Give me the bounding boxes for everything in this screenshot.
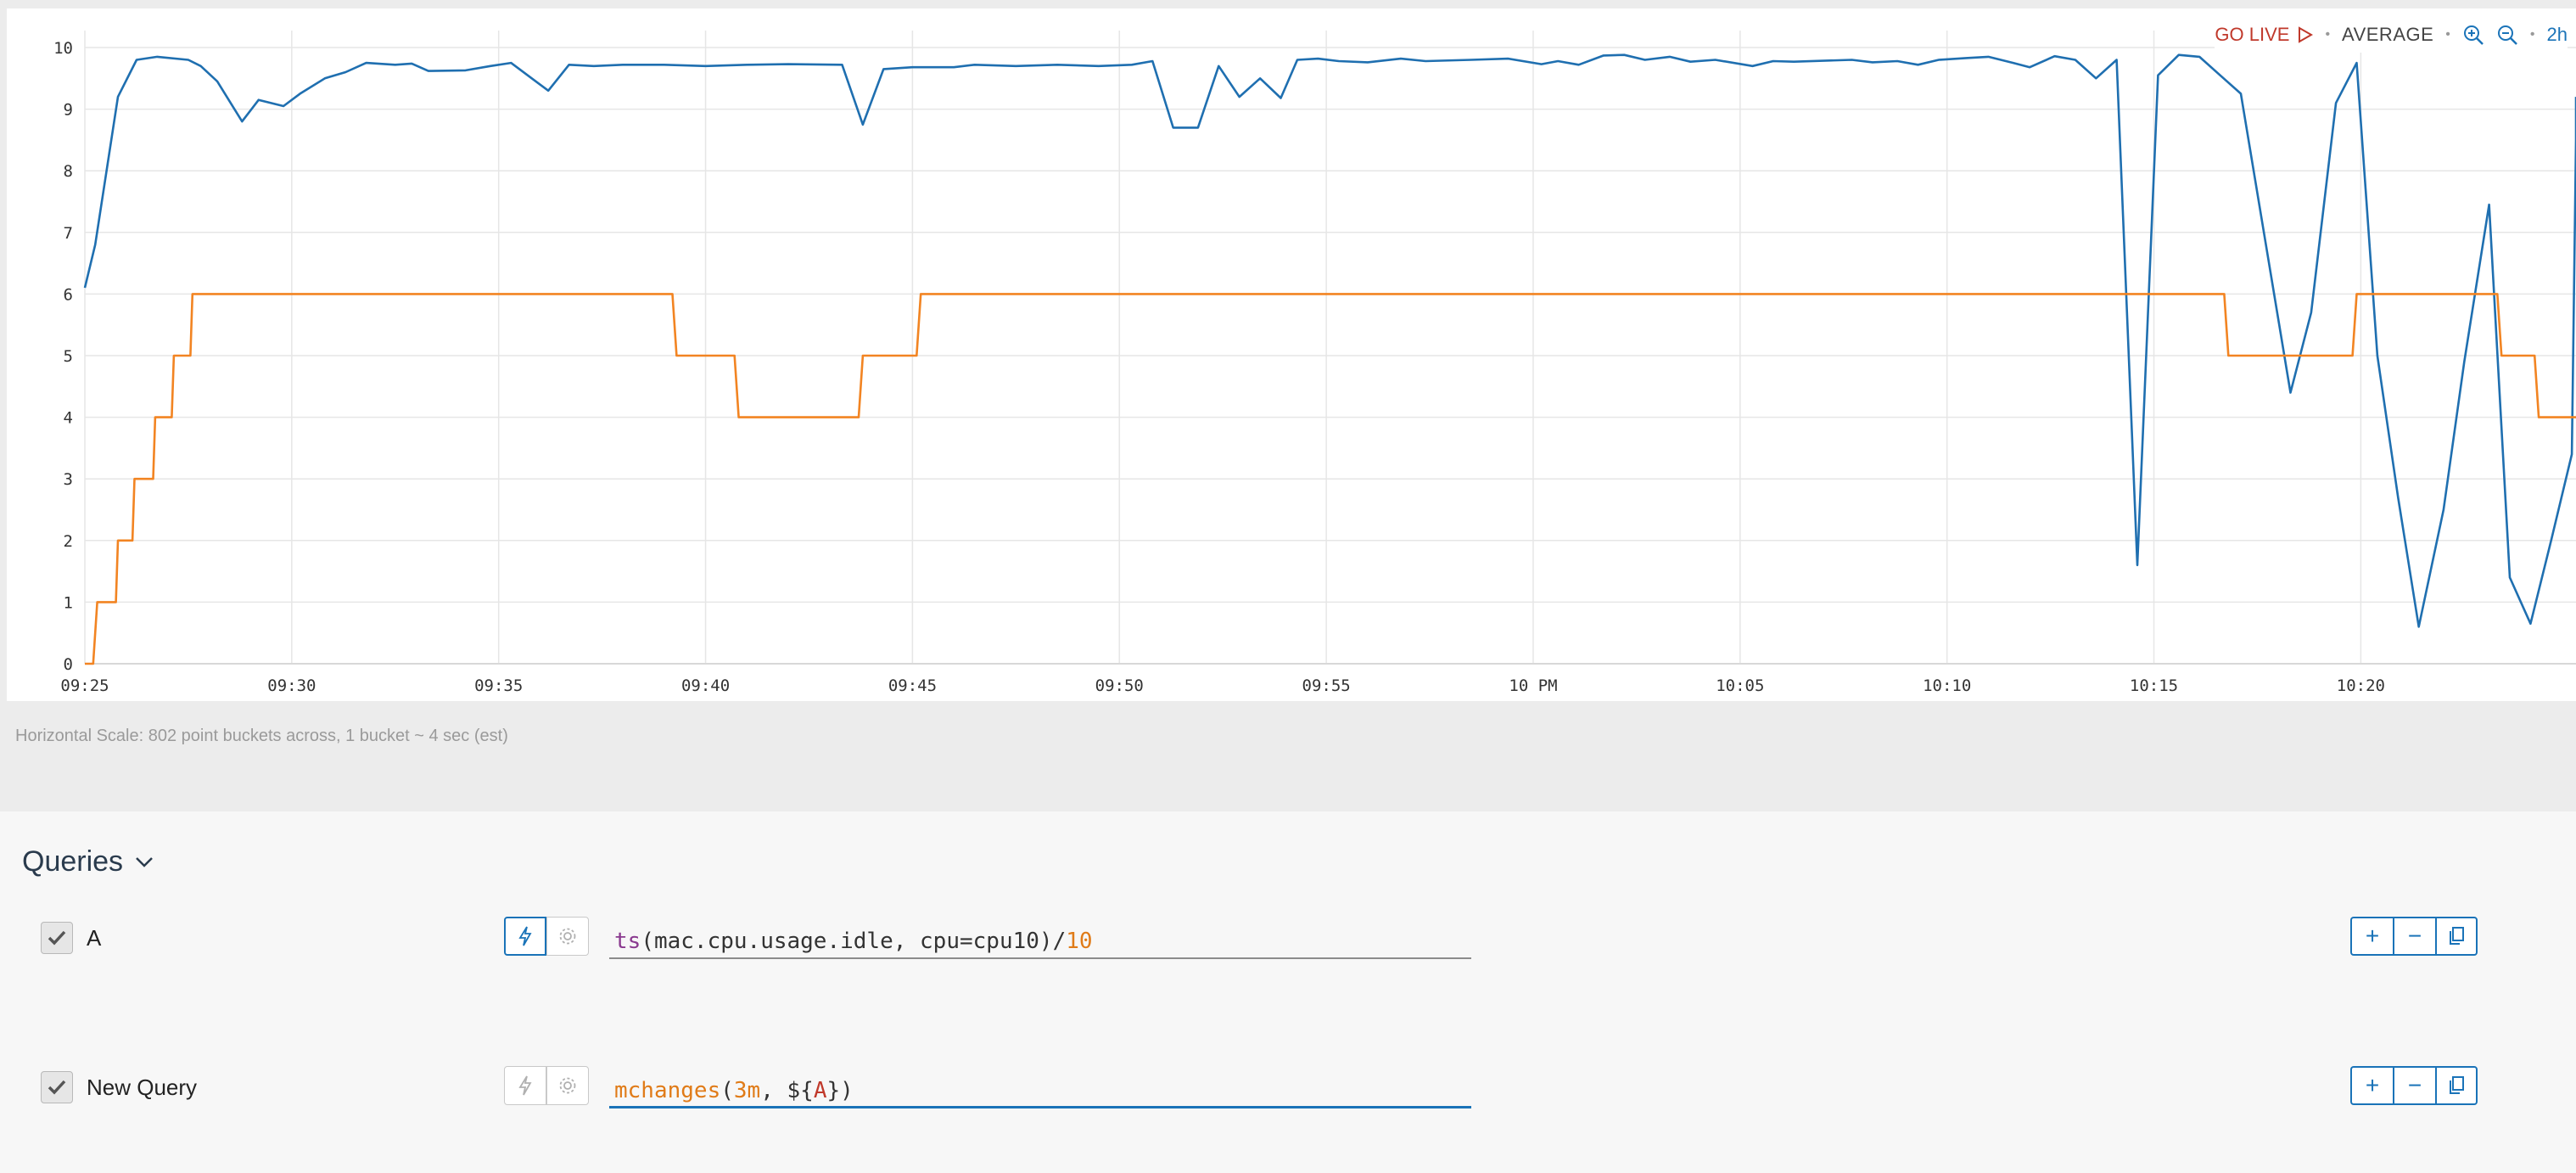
expr-variable: A [813,1078,827,1103]
add-query-button[interactable]: + [2350,1066,2393,1105]
expr-number: 3m [733,1078,761,1103]
query-settings-button[interactable] [546,917,589,956]
query-settings-button[interactable] [546,1066,589,1105]
y-tick-label: 9 [64,101,73,120]
x-tick-label: 09:50 [1095,676,1144,695]
x-tick-label: 10 PM [1509,676,1557,695]
go-live-button[interactable]: GO LIVE [2215,24,2314,46]
query-builder-toggle[interactable] [504,917,546,956]
expr-function: mchanges [614,1078,721,1103]
play-icon [2299,26,2314,43]
series-line-1[interactable] [83,53,2576,628]
add-query-button[interactable]: + [2350,917,2393,956]
time-range-selector[interactable]: 2h [2546,24,2568,45]
query-actions: + − [2350,1066,2478,1105]
chart-panel: 0 1 2 3 4 5 6 7 8 9 10 09:25 09:30 09:35 09:40 09:45 09… [7,8,2576,701]
go-live-label: GO LIVE [2215,24,2290,45]
queries-title: Queries [22,845,124,878]
query-name: New Query [87,1075,198,1100]
x-tick-label: 09:30 [267,676,316,695]
x-axis: 09:25 09:30 09:35 09:40 09:45 09:50 09:55 10 PM… [60,663,2576,695]
y-tick-label: 2 [64,532,73,551]
x-tick-label: 09:40 [681,676,730,695]
gear-icon [559,1077,576,1094]
x-tick-label: 09:45 [888,676,937,695]
y-tick-label: 4 [64,409,73,428]
x-tick-label: 09:25 [60,676,109,695]
duplicate-query-button[interactable] [2435,1066,2478,1105]
y-tick-label: 5 [64,347,73,366]
query-enabled-checkbox[interactable] [41,922,73,954]
remove-query-button[interactable]: − [2393,1066,2435,1105]
horizontal-scale-info: Horizontal Scale: 802 point buckets acro… [15,727,508,745]
copy-icon [2450,1076,2464,1094]
expr-number: 10 [1066,929,1093,954]
query-enabled-checkbox[interactable] [41,1071,73,1103]
y-axis: 0 1 2 3 4 5 6 7 8 9 10 [53,39,73,674]
y-tick-label: 0 [64,655,73,674]
x-tick-label: 10:15 [2130,676,2178,695]
series-line-2[interactable] [85,293,2576,665]
query-name: A [87,925,102,951]
aggregation-dropdown[interactable]: AVERAGE [2342,24,2434,45]
toolbar-separator: • [2445,27,2450,42]
x-tick-label: 10:10 [1923,676,1971,695]
chart-toolbar: GO LIVE • AVERAGE • • 2h [2215,17,2568,53]
y-tick-label: 1 [64,593,73,612]
y-tick-label: 6 [64,285,73,304]
query-row: New Query mchanges(3m, ${A}) + − [0,1066,2576,1125]
chart-grid [84,31,2576,665]
y-tick-label: 10 [53,39,73,58]
lightning-icon [518,1075,532,1096]
expr-function: ts [614,929,641,954]
x-tick-label: 10:20 [2337,676,2385,695]
toolbar-separator: • [2529,27,2535,42]
duplicate-query-button[interactable] [2435,917,2478,956]
query-row: A ts(mac.cpu.usage.idle, cpu=cpu10)/10 +… [0,917,2576,976]
gear-icon [559,928,576,945]
remove-query-button[interactable]: − [2393,917,2435,956]
y-tick-label: 7 [64,224,73,243]
toolbar-separator: • [2325,27,2331,42]
y-tick-label: 8 [64,162,73,181]
queries-panel: Queries A ts(mac.cpu.usage.idle, cpu=cpu… [0,811,2576,1173]
chevron-down-icon [136,856,153,867]
query-actions: + − [2350,917,2478,956]
chart-series [83,53,2576,665]
query-expression-input[interactable]: mchanges(3m, ${A}) [609,1073,1471,1108]
x-tick-label: 09:55 [1302,676,1351,695]
zoom-in-icon[interactable] [2462,24,2484,46]
query-builder-toggle[interactable] [504,1066,546,1105]
copy-icon [2450,927,2464,945]
zoom-out-icon[interactable] [2496,24,2518,46]
x-tick-label: 10:05 [1716,676,1764,695]
queries-toggle[interactable]: Queries [22,845,154,878]
x-tick-label: 09:35 [474,676,523,695]
checkmark-icon [48,930,66,946]
checkmark-icon [48,1080,66,1095]
y-tick-label: 3 [64,470,73,489]
lightning-icon [518,926,532,946]
query-expression-input[interactable]: ts(mac.cpu.usage.idle, cpu=cpu10)/10 [609,923,1471,959]
